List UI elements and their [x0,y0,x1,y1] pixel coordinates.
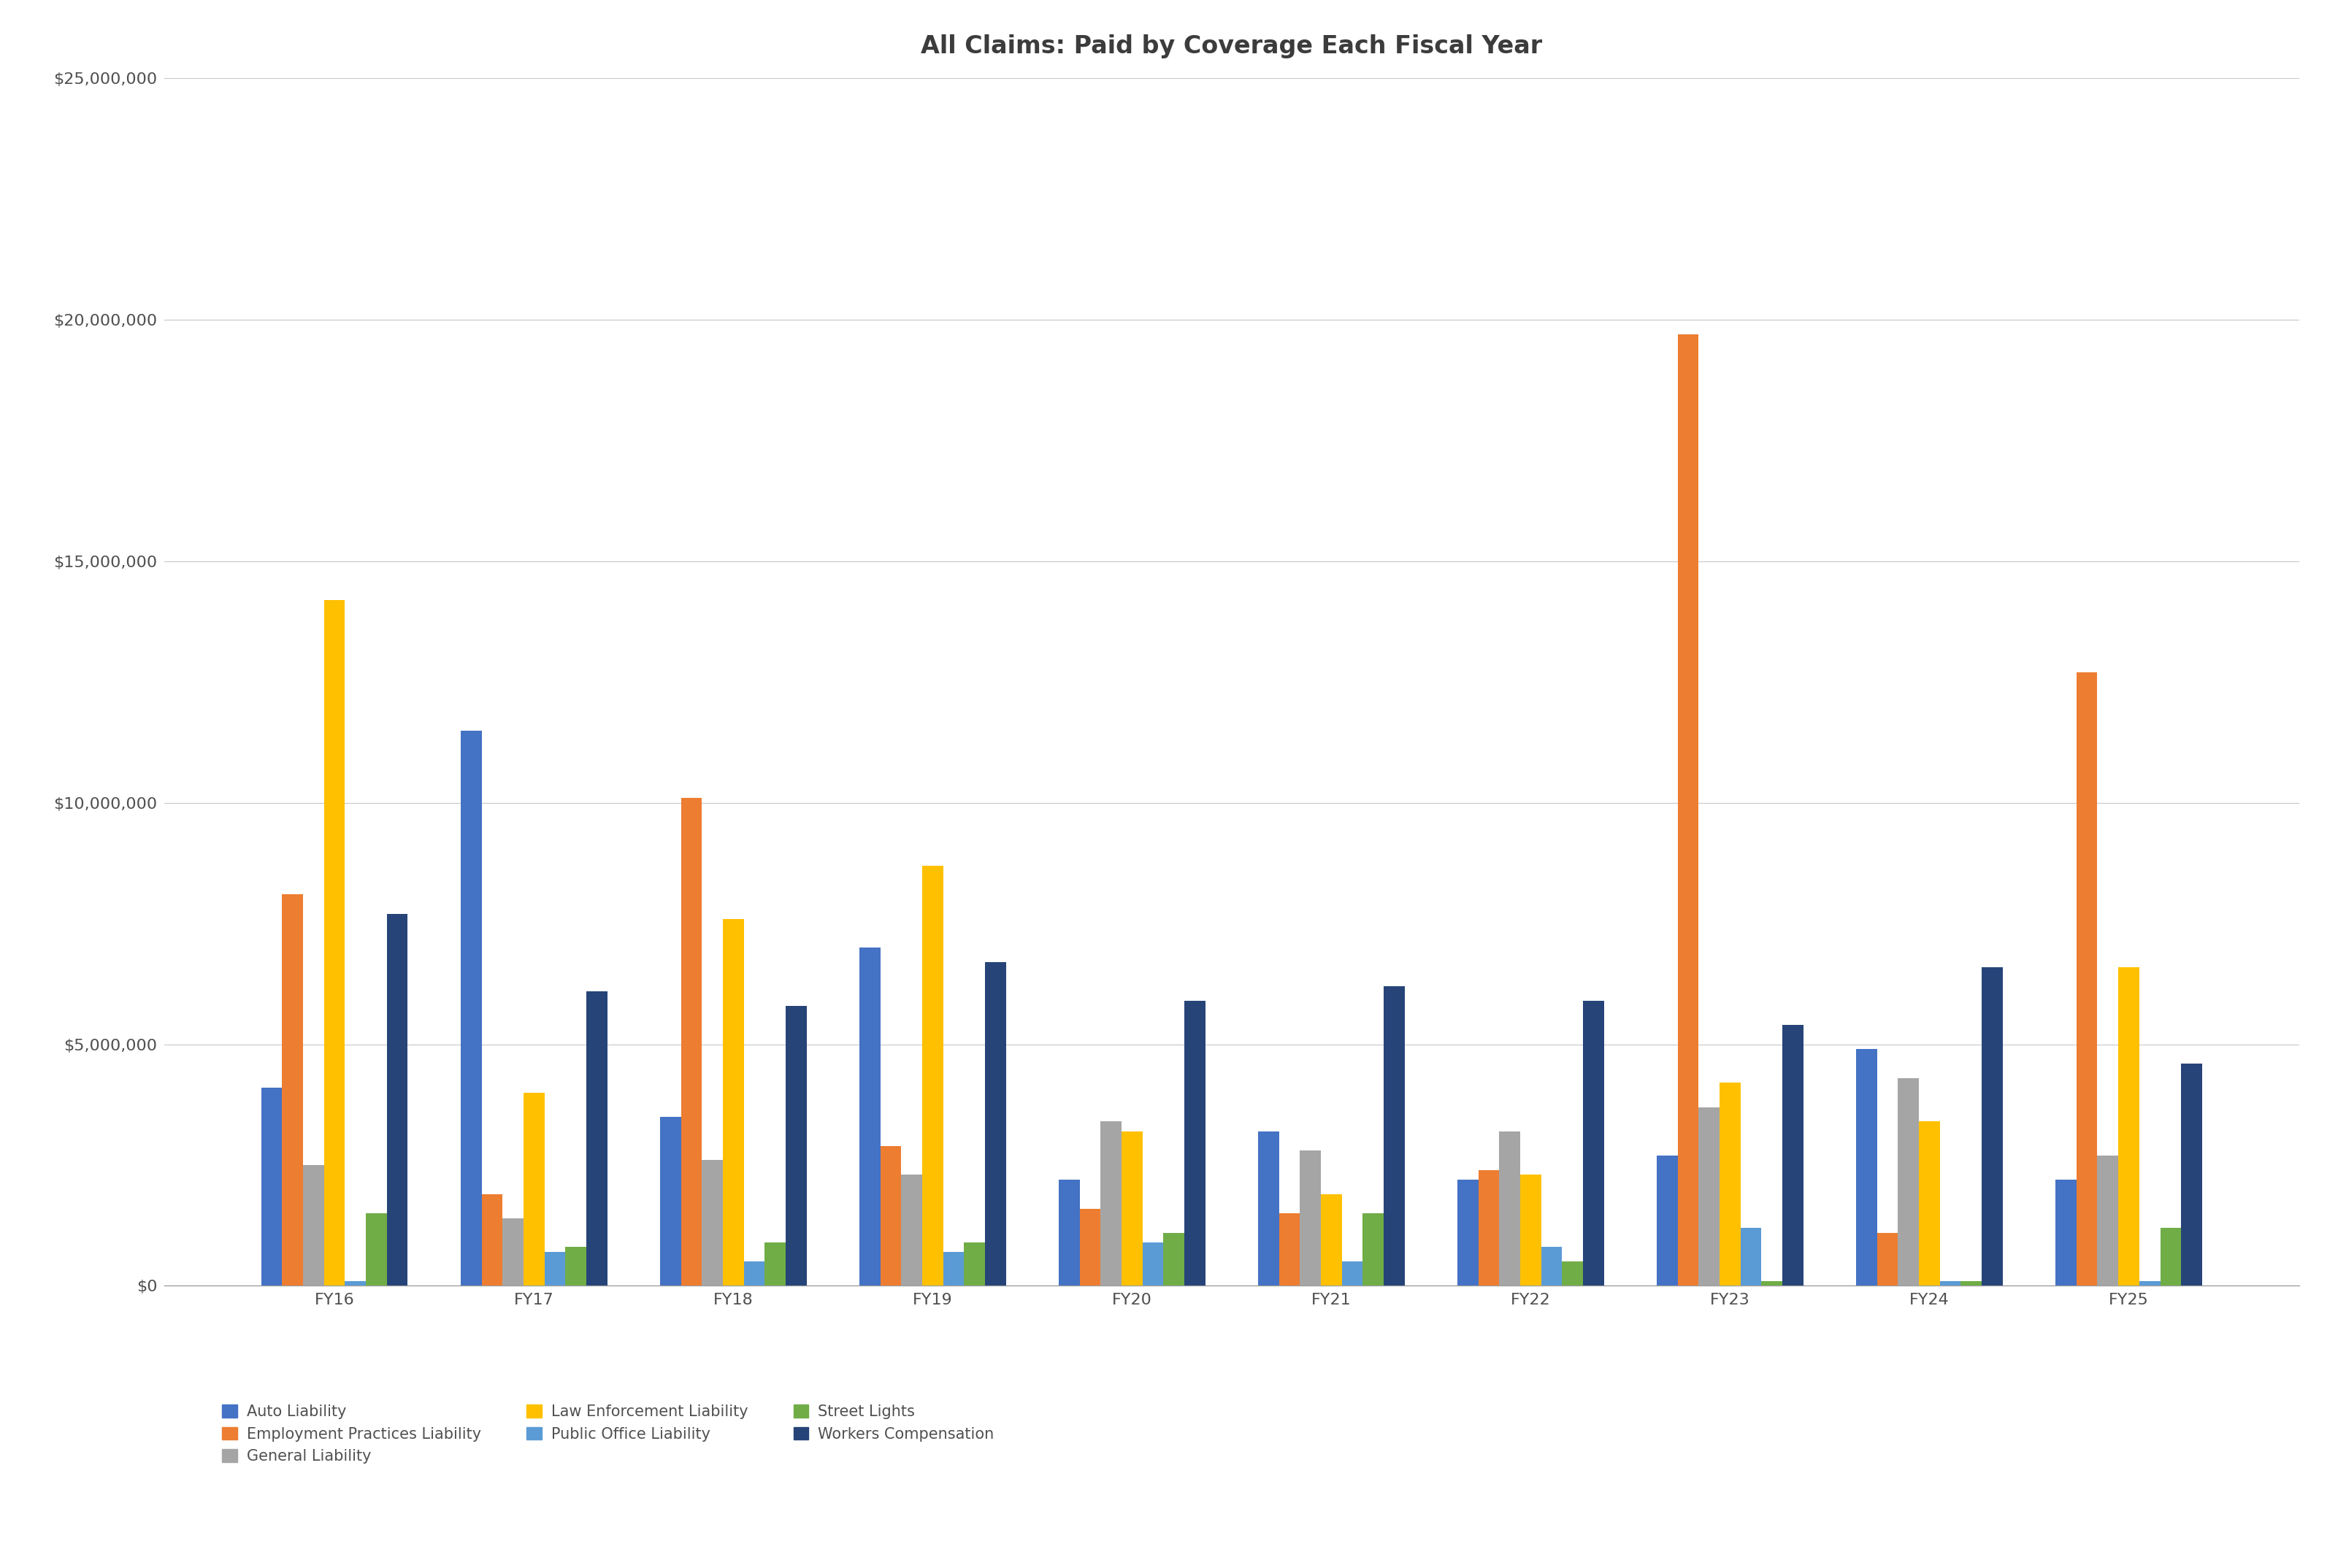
Bar [2076,673,2097,1286]
Bar [901,1174,922,1286]
Bar [1961,1281,1982,1286]
Bar [1499,1131,1520,1286]
Bar [765,1242,786,1286]
Bar [1164,1232,1185,1286]
Bar [1185,1000,1206,1286]
Bar [2161,1228,2182,1286]
Bar [2140,1281,2161,1286]
Bar [544,1251,565,1286]
Bar [1919,1121,1940,1286]
Bar [701,1160,723,1286]
Bar [1541,1247,1562,1286]
Bar [744,1262,765,1286]
Bar [859,947,880,1286]
Bar [2182,1063,2203,1286]
Bar [586,991,608,1286]
Bar [260,1088,282,1286]
Bar [1342,1262,1363,1286]
Bar [1877,1232,1898,1286]
Bar [2118,967,2140,1286]
Bar [345,1281,366,1286]
Bar [1520,1174,1541,1286]
Bar [1898,1079,1919,1286]
Bar [1699,1107,1720,1286]
Bar [1363,1214,1384,1286]
Bar [1656,1156,1677,1286]
Bar [1741,1228,1762,1286]
Bar [366,1214,387,1286]
Bar [1762,1281,1783,1286]
Bar [1584,1000,1605,1286]
Bar [786,1005,807,1286]
Bar [1300,1151,1321,1286]
Bar [1058,1179,1079,1286]
Title: All Claims: Paid by Coverage Each Fiscal Year: All Claims: Paid by Coverage Each Fiscal… [922,34,1541,58]
Bar [985,963,1006,1286]
Bar [565,1247,586,1286]
Bar [922,866,943,1286]
Bar [964,1242,985,1286]
Bar [1143,1242,1164,1286]
Bar [481,1193,502,1286]
Bar [2055,1179,2076,1286]
Bar [1457,1179,1478,1286]
Bar [1562,1262,1584,1286]
Bar [1384,986,1405,1286]
Bar [523,1093,544,1286]
Bar [324,601,345,1286]
Bar [1257,1131,1279,1286]
Bar [387,914,408,1286]
Bar [943,1251,964,1286]
Bar [1100,1121,1121,1286]
Bar [1982,967,2003,1286]
Legend: Auto Liability, Employment Practices Liability, General Liability, Law Enforceme: Auto Liability, Employment Practices Lia… [213,1397,1002,1471]
Bar [303,1165,324,1286]
Bar [460,731,481,1286]
Bar [1121,1131,1143,1286]
Bar [1677,334,1699,1286]
Bar [723,919,744,1286]
Bar [1279,1214,1300,1286]
Bar [1856,1049,1877,1286]
Bar [1940,1281,1961,1286]
Bar [1783,1025,1804,1286]
Bar [1720,1083,1741,1286]
Bar [2097,1156,2118,1286]
Bar [659,1116,680,1286]
Bar [880,1146,901,1286]
Bar [680,798,701,1286]
Bar [1321,1193,1342,1286]
Bar [282,895,303,1286]
Bar [502,1218,523,1286]
Bar [1079,1209,1100,1286]
Bar [1478,1170,1499,1286]
